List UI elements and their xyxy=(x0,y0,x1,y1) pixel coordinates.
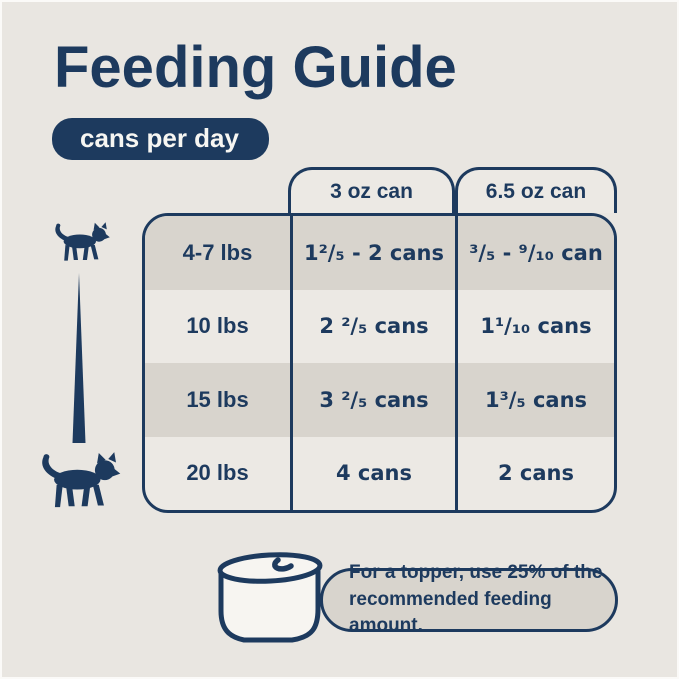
size-increase-wedge-icon xyxy=(72,273,86,443)
feeding-table: 4-7 lbs 1²/₅ - 2 cans ³/₅ - ⁹/₁₀ can 10 … xyxy=(142,213,617,513)
column-header-3oz-label: 3 oz can xyxy=(330,179,413,203)
table-row: 4-7 lbs 1²/₅ - 2 cans ³/₅ - ⁹/₁₀ can xyxy=(145,216,614,290)
small-can-cell: 3 ²/₅ cans xyxy=(290,363,455,437)
topper-note-line1: For a topper, use 25% of the xyxy=(349,561,603,583)
large-can-cell: 1³/₅ cans xyxy=(455,363,614,437)
weight-cell: 15 lbs xyxy=(186,386,249,412)
large-can-cell: ³/₅ - ⁹/₁₀ can xyxy=(455,216,614,290)
small-can-cell: 1²/₅ - 2 cans xyxy=(290,216,455,290)
large-cat-icon xyxy=(42,452,121,508)
table-row: 10 lbs 2 ²/₅ cans 1¹/₁₀ cans xyxy=(145,289,614,363)
small-can-cell: 4 cans xyxy=(290,436,455,510)
weight-cell: 10 lbs xyxy=(186,313,249,339)
cat-food-can-icon xyxy=(217,552,323,643)
topper-note-line2: recommended feeding amount. xyxy=(349,588,552,637)
column-header-3oz: 3 oz can xyxy=(288,167,455,213)
large-can-cell: 2 cans xyxy=(455,436,614,510)
weight-cell: 20 lbs xyxy=(186,460,249,486)
column-header-6-5oz-label: 6.5 oz can xyxy=(485,179,587,203)
cans-per-day-badge: cans per day xyxy=(52,118,269,160)
weight-cell: 4-7 lbs xyxy=(182,239,253,265)
page-title: Feeding Guide xyxy=(54,35,457,100)
small-can-cell: 2 ²/₅ cans xyxy=(290,289,455,363)
table-row: 15 lbs 3 ²/₅ cans 1³/₅ cans xyxy=(145,363,614,437)
table-row: 20 lbs 4 cans 2 cans xyxy=(145,436,614,510)
badge-label: cans per day xyxy=(80,122,239,153)
topper-note: For a topper, use 25% of the recommended… xyxy=(320,562,618,636)
column-header-6-5oz: 6.5 oz can xyxy=(455,167,617,213)
large-can-cell: 1¹/₁₀ cans xyxy=(455,289,614,363)
small-cat-icon xyxy=(55,222,110,261)
